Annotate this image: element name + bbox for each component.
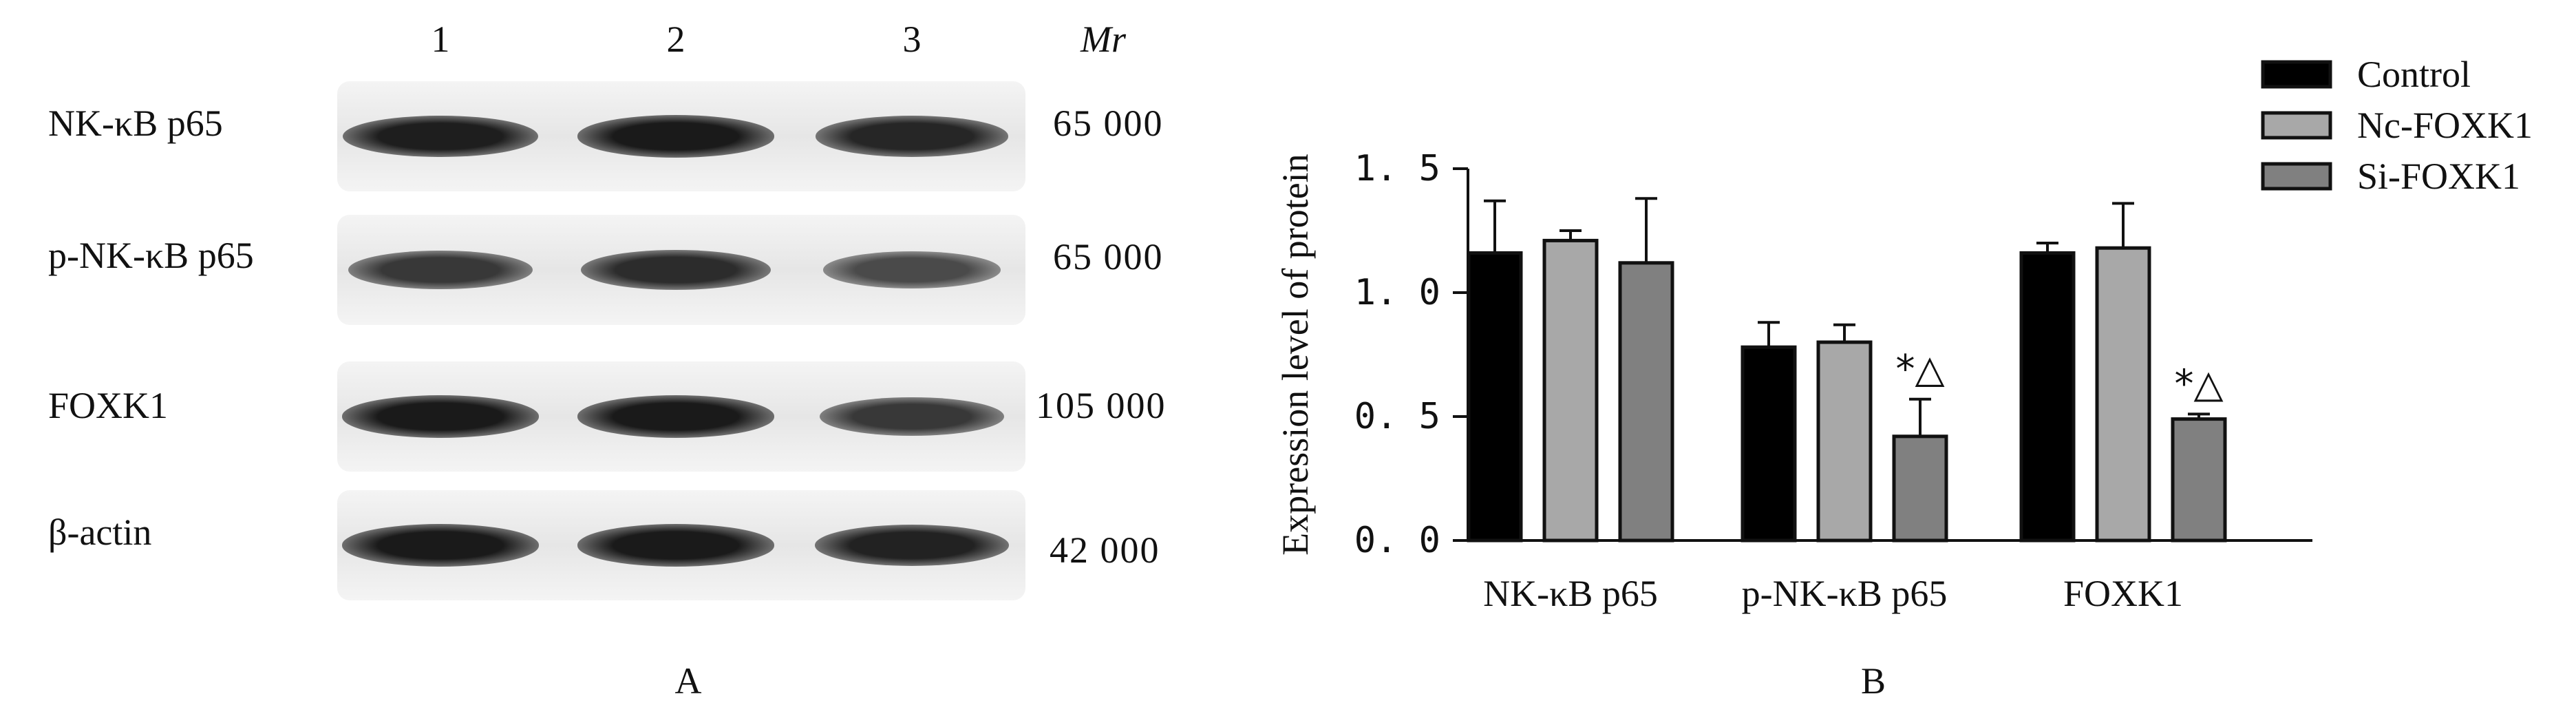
- blot-label-nfkb: NK-κB p65: [48, 103, 223, 144]
- bar: [1618, 261, 1674, 543]
- mr-header: Mr: [1081, 19, 1126, 60]
- blot-band: [577, 115, 775, 158]
- bar: [2095, 246, 2151, 543]
- legend-swatch: [2261, 162, 2332, 191]
- blot-band: [341, 395, 540, 438]
- y-tick-label: 1. 0: [1354, 272, 1440, 313]
- legend-swatch: [2261, 60, 2332, 89]
- bar: [1542, 238, 1599, 543]
- blot-band: [342, 115, 539, 158]
- x-tick-label: FOXK1: [2063, 573, 2183, 614]
- blot-band: [815, 525, 1009, 566]
- blot-band: [816, 116, 1008, 157]
- mass-nfkb: 65 000: [1053, 103, 1164, 144]
- panel-a-label: A: [674, 660, 702, 702]
- mass-foxk1: 105 000: [1036, 385, 1167, 426]
- blot-band: [819, 397, 1005, 437]
- blot-band: [341, 524, 540, 567]
- blot-label-actin: β-actin: [48, 512, 152, 553]
- significance-annotation: *△: [1895, 347, 1944, 392]
- bar: [2019, 251, 2076, 543]
- bar: [1892, 434, 1948, 543]
- legend-swatch: [2261, 111, 2332, 140]
- y-tick-label: 0. 0: [1354, 520, 1440, 561]
- bar: [2171, 417, 2227, 543]
- blot-label-foxk1: FOXK1: [48, 385, 169, 426]
- lane-label-2: 2: [666, 19, 685, 60]
- legend-label: Control: [2357, 54, 2471, 95]
- y-axis-label: Expression level of protein: [1275, 154, 1316, 555]
- blot-band: [823, 251, 1001, 288]
- y-tick-label: 1. 5: [1354, 148, 1440, 189]
- y-tick-label: 0. 5: [1354, 396, 1440, 437]
- bar: [1741, 345, 1797, 543]
- mass-actin: 42 000: [1050, 529, 1160, 571]
- lane-label-3: 3: [902, 19, 922, 60]
- x-tick-label: p-NK-κB p65: [1742, 573, 1948, 614]
- bar: [1816, 340, 1873, 543]
- blot-band: [577, 395, 775, 438]
- x-tick-label: NK-κB p65: [1483, 573, 1658, 614]
- mass-p-nfkb: 65 000: [1053, 236, 1164, 277]
- blot-band: [577, 524, 775, 567]
- lane-label-1: 1: [431, 19, 450, 60]
- blot-band: [581, 249, 771, 291]
- bar: [1467, 251, 1523, 543]
- blot-label-p-nfkb: p-NK-κB p65: [48, 235, 254, 276]
- legend-label: Si-FOXK1: [2357, 156, 2520, 197]
- blot-band: [348, 250, 533, 290]
- panel-b-label: B: [1860, 660, 1886, 702]
- legend-label: Nc-FOXK1: [2357, 105, 2533, 146]
- significance-annotation: *△: [2174, 361, 2223, 406]
